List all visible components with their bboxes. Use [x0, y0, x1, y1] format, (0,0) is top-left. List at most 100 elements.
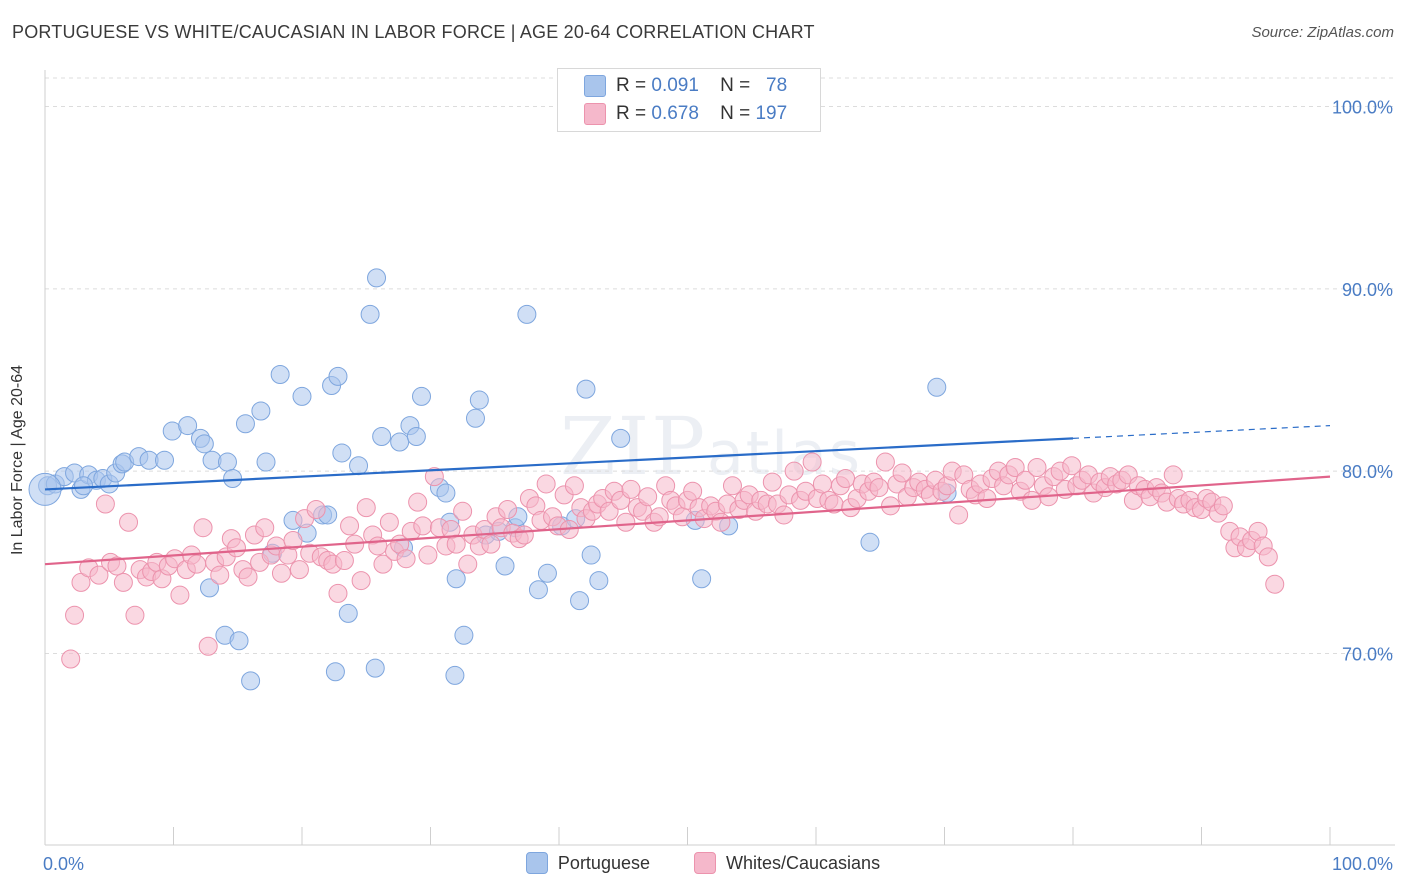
whites-point [1005, 458, 1025, 478]
whites-point [283, 530, 303, 550]
whites-point [711, 512, 731, 532]
portuguese-point [256, 452, 276, 472]
portuguese-point [194, 434, 214, 454]
whites-point [1265, 574, 1285, 594]
portuguese-point [229, 631, 249, 651]
legend-swatch-portuguese [584, 75, 606, 97]
whites-point [328, 583, 348, 603]
whites-point [683, 481, 703, 501]
whites-point [351, 571, 371, 591]
points [28, 96, 1285, 691]
whites-point [334, 551, 354, 571]
whites-point [1022, 490, 1042, 510]
legend-item-portuguese[interactable]: Portuguese [525, 852, 650, 874]
whites-point [306, 499, 326, 519]
y-tick-label: 80.0% [1342, 462, 1393, 482]
tick-labels: 70.0% 80.0% 90.0% 100.0% 0.0% 100.0% [43, 97, 1393, 874]
legend-swatch [525, 852, 548, 874]
portuguese-point [390, 432, 410, 452]
portuguese-point [332, 443, 352, 463]
portuguese-point [692, 569, 712, 589]
portuguese-point [860, 532, 880, 552]
portuguese-point [581, 545, 601, 565]
portuguese-point [360, 304, 380, 324]
portuguese-point [436, 483, 456, 503]
source-label: Source: ZipAtlas.com [1251, 24, 1394, 41]
portuguese-point [367, 268, 387, 288]
y-tick-label: 100.0% [1332, 97, 1393, 117]
portuguese-point [217, 452, 237, 472]
watermark: ZIPatlas [560, 400, 862, 493]
portuguese-point [537, 563, 557, 583]
portuguese-point [223, 468, 243, 488]
portuguese-point [446, 569, 466, 589]
whites-point [119, 512, 139, 532]
whites-point [71, 572, 91, 592]
legend-r-value: 0.091 [651, 75, 699, 96]
portuguese-point [465, 408, 485, 428]
whites-point [379, 512, 399, 532]
whites-point [125, 605, 145, 625]
portuguese-point [611, 428, 631, 448]
legend-r-label: R = [616, 75, 647, 96]
portuguese-point [155, 450, 175, 470]
legend-n-value: 78 [766, 75, 788, 96]
watermark-main: ZIP [560, 400, 708, 493]
whites-point [396, 549, 416, 569]
whites-point [1258, 547, 1278, 567]
portuguese-point [445, 665, 465, 685]
whites-point [356, 498, 376, 518]
whites-point [340, 516, 360, 536]
series-legend: Portuguese Whites/Caucasians [0, 852, 1406, 874]
whites-point [722, 476, 742, 496]
whites-point [255, 518, 275, 538]
legend-n-value: 197 [755, 103, 788, 124]
whites-point [187, 554, 207, 574]
legend-label: Whites/Caucasians [726, 852, 881, 873]
whites-point [418, 545, 438, 565]
chart-title: PORTUGUESE VS WHITE/CAUCASIAN IN LABOR F… [12, 22, 815, 42]
whites-point [892, 463, 912, 483]
correlation-legend: R = 0.091 N = 78 R = 0.678 N = 197 [557, 68, 821, 132]
portuguese-point [365, 658, 385, 678]
x-tick-label-max: 100.0% [1332, 854, 1393, 874]
portuguese-point [338, 603, 358, 623]
whites-point [672, 507, 692, 527]
portuguese-point [528, 580, 548, 600]
whites-point [95, 494, 115, 514]
legend-label: Portuguese [557, 852, 650, 873]
portuguese-point [454, 625, 474, 645]
portuguese-point [576, 379, 596, 399]
portuguese-point [325, 662, 345, 682]
portuguese-point [372, 427, 392, 447]
whites-point [238, 567, 258, 587]
portuguese-point [406, 427, 426, 447]
legend-row-portuguese: R = 0.091 N = 78 [584, 75, 787, 97]
whites-point [875, 452, 895, 472]
portuguese-point [495, 556, 515, 576]
trend-lines [44, 424, 1331, 566]
whites-point [1213, 496, 1233, 516]
portuguese-point [328, 366, 348, 386]
whites-point [564, 476, 584, 496]
whites-point [1015, 470, 1035, 490]
whites-point [453, 501, 473, 521]
axes [44, 70, 1395, 846]
whites-point [170, 585, 190, 605]
portuguese-point [235, 414, 255, 434]
whites-point [869, 478, 889, 498]
legend-row-whites: R = 0.678 N = 197 [584, 103, 787, 125]
legend-item-whites[interactable]: Whites/Caucasians [694, 852, 880, 874]
legend-r-label: R = [616, 103, 647, 124]
whites-point [226, 538, 246, 558]
portuguese-point [349, 456, 369, 476]
portuguese-point [412, 386, 432, 406]
portuguese-point [178, 416, 198, 436]
legend-swatch [694, 852, 716, 874]
portuguese-point [199, 578, 219, 598]
whites-point [836, 468, 856, 488]
whites-point [498, 499, 518, 519]
portuguese-point [241, 671, 261, 691]
whites-point [481, 534, 501, 554]
